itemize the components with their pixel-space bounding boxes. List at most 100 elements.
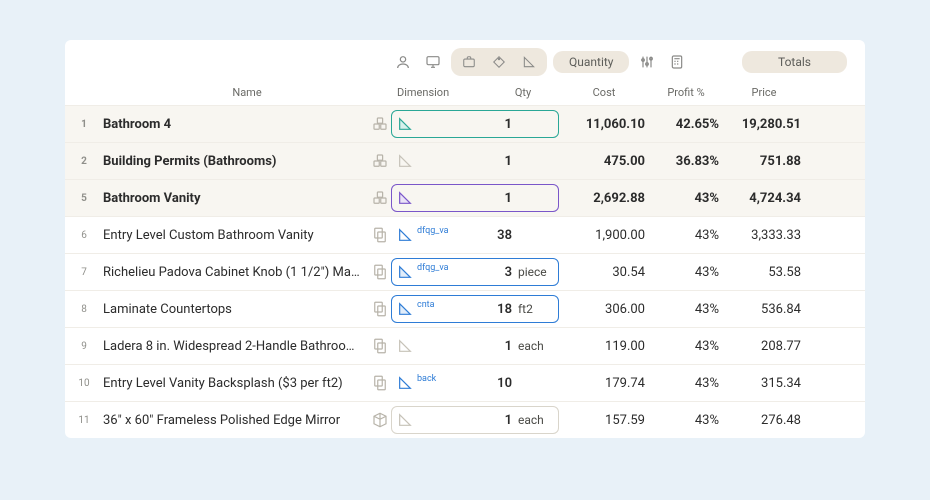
table-row[interactable]: 2 Building Permits (Bathrooms) 1 475.0036.8… bbox=[65, 142, 865, 179]
header-cost: Cost bbox=[563, 86, 653, 99]
dimension-box[interactable]: 1 bbox=[391, 147, 559, 175]
table-row[interactable]: 6 Entry Level Custom Bathroom Vanity dfqg_… bbox=[65, 216, 865, 253]
qty-value: 1 bbox=[505, 191, 512, 206]
qty-value: 10 bbox=[497, 376, 512, 391]
dimension-icon bbox=[396, 263, 414, 281]
dimension-icon bbox=[396, 374, 414, 392]
row-number: 7 bbox=[73, 267, 95, 278]
cost-value: 157.59 bbox=[563, 413, 653, 428]
item-name: Bathroom Vanity bbox=[103, 191, 363, 206]
dimension-box[interactable]: 1each bbox=[391, 406, 559, 434]
dimension-box[interactable]: 1 bbox=[391, 184, 559, 212]
row-number: 5 bbox=[73, 193, 95, 204]
table-row[interactable]: 9Ladera 8 in. Widespread 2-Handle Bathro… bbox=[65, 327, 865, 364]
header-dimension: Dimension bbox=[391, 86, 487, 99]
calculator-icon[interactable] bbox=[665, 50, 689, 74]
header-qty: Qty bbox=[487, 86, 563, 99]
cost-value: 306.00 bbox=[563, 302, 653, 317]
table-row[interactable]: 10 Entry Level Vanity Backsplash ($3 per … bbox=[65, 364, 865, 401]
row-number: 6 bbox=[73, 230, 95, 241]
table-row[interactable]: 7 Richelieu Padova Cabinet Knob (1 1/2") … bbox=[65, 253, 865, 290]
dimension-icon bbox=[396, 337, 414, 355]
profit-value: 43% bbox=[653, 265, 727, 280]
column-headers: Name Dimension Qty Cost Profit % Price bbox=[65, 80, 865, 105]
item-type-icon bbox=[369, 113, 391, 135]
totals-label[interactable]: Totals bbox=[742, 51, 847, 73]
row-number: 1 bbox=[73, 119, 95, 130]
price-value: 19,280.51 bbox=[727, 117, 813, 132]
dimension-tag: cnta bbox=[417, 300, 435, 310]
tag-icon[interactable] bbox=[487, 50, 511, 74]
profit-value: 43% bbox=[653, 302, 727, 317]
profit-value: 42.65% bbox=[653, 117, 727, 132]
profit-value: 43% bbox=[653, 191, 727, 206]
cost-value: 179.74 bbox=[563, 376, 653, 391]
item-name: 36" x 60" Frameless Polished Edge Mirror bbox=[103, 413, 363, 428]
profit-value: 43% bbox=[653, 228, 727, 243]
cost-value: 119.00 bbox=[563, 339, 653, 354]
dimension-box[interactable]: cnta18ft2 bbox=[391, 295, 559, 323]
dimension-tag: dfqg_va bbox=[417, 263, 449, 273]
price-value: 751.88 bbox=[727, 154, 813, 169]
qty-value: 18 bbox=[497, 302, 512, 317]
row-number: 2 bbox=[73, 156, 95, 167]
item-type-icon bbox=[369, 261, 391, 283]
user-icon[interactable] bbox=[391, 50, 415, 74]
item-name: Richelieu Padova Cabinet Knob (1 1/2") M… bbox=[103, 265, 363, 280]
price-value: 3,333.33 bbox=[727, 228, 813, 243]
item-name: Entry Level Vanity Backsplash ($3 per ft… bbox=[103, 376, 363, 391]
item-name: Building Permits (Bathrooms) bbox=[103, 154, 363, 169]
qty-value: 3 bbox=[505, 265, 512, 280]
cost-value: 2,692.88 bbox=[563, 191, 653, 206]
dimension-icon bbox=[396, 152, 414, 170]
monitor-icon[interactable] bbox=[421, 50, 445, 74]
dimension-tag: back bbox=[417, 374, 436, 384]
item-name: Ladera 8 in. Widespread 2-Handle Bathroo… bbox=[103, 339, 363, 354]
header-profit: Profit % bbox=[653, 86, 727, 99]
dimension-icon bbox=[396, 115, 414, 133]
item-type-icon bbox=[369, 409, 391, 431]
dimension-box[interactable]: dfqg_va 3 piece bbox=[391, 258, 559, 286]
qty-value: 1 bbox=[505, 117, 512, 132]
dimension-icon bbox=[396, 300, 414, 318]
row-number: 8 bbox=[73, 304, 95, 315]
briefcase-icon[interactable] bbox=[457, 50, 481, 74]
table-row[interactable]: 8Laminate Countertopscnta18ft2306.0043%5… bbox=[65, 290, 865, 327]
table-row[interactable]: 5 Bathroom Vanity 1 2,692.8843%4,724.34 bbox=[65, 179, 865, 216]
price-value: 4,724.34 bbox=[727, 191, 813, 206]
item-name: Laminate Countertops bbox=[103, 302, 363, 317]
quantity-label[interactable]: Quantity bbox=[553, 51, 629, 73]
profit-value: 43% bbox=[653, 413, 727, 428]
item-type-icon bbox=[369, 335, 391, 357]
dimension-box[interactable]: 1 bbox=[391, 110, 559, 138]
rows-container: 1Bathroom 4111,060.1042.65%19,280.512Bui… bbox=[65, 105, 865, 438]
item-name: Bathroom 4 bbox=[103, 117, 363, 132]
dimension-icon bbox=[396, 189, 414, 207]
qty-value: 1 bbox=[505, 339, 512, 354]
table-row[interactable]: 1136" x 60" Frameless Polished Edge Mirr… bbox=[65, 401, 865, 438]
cost-value: 475.00 bbox=[563, 154, 653, 169]
qty-unit: each bbox=[518, 339, 552, 353]
sliders-icon[interactable] bbox=[635, 50, 659, 74]
qty-value: 1 bbox=[505, 413, 512, 428]
triangle-icon[interactable] bbox=[517, 50, 541, 74]
dimension-box[interactable]: back 10 bbox=[391, 369, 559, 397]
dimension-tag: dfqg_va bbox=[417, 226, 449, 236]
price-value: 276.48 bbox=[727, 413, 813, 428]
item-type-icon bbox=[369, 187, 391, 209]
qty-unit: piece bbox=[518, 265, 552, 279]
item-name: Entry Level Custom Bathroom Vanity bbox=[103, 228, 363, 243]
dimension-box[interactable]: 1 each bbox=[391, 332, 559, 360]
profit-value: 36.83% bbox=[653, 154, 727, 169]
table-row[interactable]: 1Bathroom 4111,060.1042.65%19,280.51 bbox=[65, 105, 865, 142]
profit-value: 43% bbox=[653, 376, 727, 391]
topbar: Quantity Totals bbox=[65, 44, 865, 80]
dimension-icon bbox=[396, 226, 414, 244]
dimension-icon bbox=[396, 411, 414, 429]
dimension-box[interactable]: dfqg_va38 bbox=[391, 221, 559, 249]
item-type-icon bbox=[369, 372, 391, 394]
item-type-icon bbox=[369, 298, 391, 320]
price-value: 53.58 bbox=[727, 265, 813, 280]
price-value: 536.84 bbox=[727, 302, 813, 317]
price-value: 208.77 bbox=[727, 339, 813, 354]
